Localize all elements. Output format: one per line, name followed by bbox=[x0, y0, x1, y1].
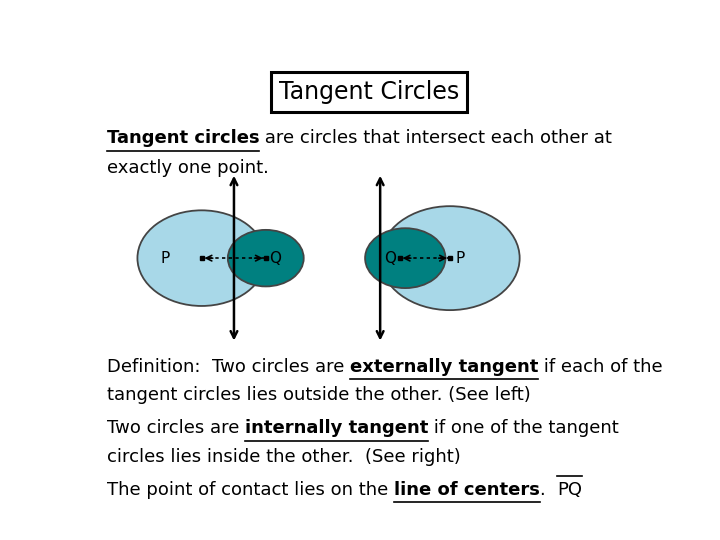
Text: Q: Q bbox=[384, 251, 396, 266]
Text: internally tangent: internally tangent bbox=[245, 420, 428, 437]
Text: Definition:  Two circles are: Definition: Two circles are bbox=[107, 358, 350, 376]
Text: P: P bbox=[455, 251, 464, 266]
Text: .: . bbox=[539, 481, 557, 499]
Circle shape bbox=[365, 228, 446, 288]
Text: The point of contact lies on the: The point of contact lies on the bbox=[107, 481, 394, 499]
Text: tangent circles lies outside the other. (See left): tangent circles lies outside the other. … bbox=[107, 386, 531, 404]
Text: exactly one point.: exactly one point. bbox=[107, 159, 269, 177]
Text: line of centers: line of centers bbox=[394, 481, 539, 499]
Text: if one of the tangent: if one of the tangent bbox=[428, 420, 619, 437]
Text: Two circles are: Two circles are bbox=[107, 420, 245, 437]
Text: Q: Q bbox=[269, 251, 282, 266]
Text: circles lies inside the other.  (See right): circles lies inside the other. (See righ… bbox=[107, 448, 461, 466]
Circle shape bbox=[138, 210, 266, 306]
Circle shape bbox=[228, 230, 304, 286]
Circle shape bbox=[380, 206, 520, 310]
Text: Tangent Circles: Tangent Circles bbox=[279, 80, 459, 104]
Text: PQ: PQ bbox=[557, 481, 582, 499]
Text: externally tangent: externally tangent bbox=[350, 358, 539, 376]
Text: P: P bbox=[161, 251, 170, 266]
Text: are circles that intersect each other at: are circles that intersect each other at bbox=[259, 129, 612, 147]
Text: if each of the: if each of the bbox=[539, 358, 663, 376]
Text: Tangent circles: Tangent circles bbox=[107, 129, 259, 147]
